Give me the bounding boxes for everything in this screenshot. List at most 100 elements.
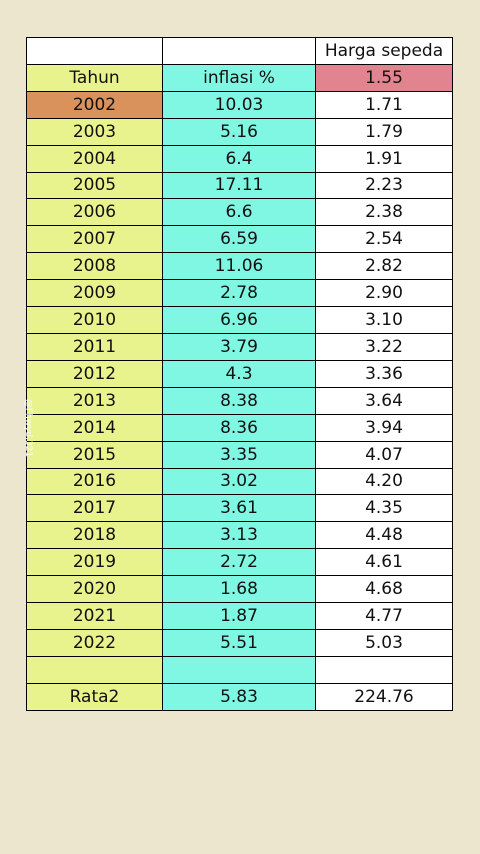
year-cell[interactable]: 2013 [26,386,163,415]
table-row: 2018 3.13 4.48 [26,521,453,550]
table-row: 2003 5.16 1.79 [26,117,453,146]
inflation-cell[interactable]: 2.72 [162,548,316,577]
empty-cell[interactable] [26,655,163,684]
year-cell[interactable]: 2004 [26,144,163,173]
inflation-cell[interactable]: 1.87 [162,602,316,630]
table-row: 2014 8.36 3.94 [26,413,453,442]
empty-cell[interactable] [162,655,316,684]
table-row: 2010 6.96 3.10 [26,306,453,334]
inflation-cell[interactable]: 8.36 [162,413,316,442]
table-row: 2005 17.11 2.23 [26,171,453,200]
inflation-cell[interactable]: 8.38 [162,386,316,415]
price-cell[interactable]: 2.90 [315,279,453,308]
year-cell[interactable]: 2002 [26,90,163,119]
price-cell[interactable]: 3.64 [315,386,453,415]
table-row: 2007 6.59 2.54 [26,225,453,254]
inflation-column-header[interactable]: inflasi % [162,63,316,92]
inflation-cell[interactable]: 4.3 [162,359,316,388]
year-cell[interactable]: 2020 [26,575,163,604]
inflation-cell[interactable]: 6.59 [162,225,316,254]
price-cell[interactable]: 4.20 [315,467,453,496]
year-cell[interactable]: 2021 [26,602,163,630]
inflation-cell[interactable]: 5.51 [162,628,316,657]
blank-row [26,655,453,684]
price-cell[interactable]: 2.54 [315,225,453,254]
inflation-cell[interactable]: 3.13 [162,521,316,550]
inflation-cell[interactable]: 6.96 [162,306,316,334]
price-cell[interactable]: 2.23 [315,171,453,200]
price-column-header[interactable]: Harga sepeda [315,37,453,65]
price-cell[interactable]: 1.71 [315,90,453,119]
year-cell[interactable]: 2008 [26,252,163,281]
table-row: 2004 6.4 1.91 [26,144,453,173]
table-row: 2008 11.06 2.82 [26,252,453,281]
year-cell[interactable]: 2022 [26,628,163,657]
price-cell[interactable]: 4.48 [315,521,453,550]
inflation-cell[interactable]: 2.78 [162,279,316,308]
summary-inflation-cell[interactable]: 5.83 [162,682,316,712]
price-cell[interactable]: 1.91 [315,144,453,173]
year-cell[interactable]: 2016 [26,467,163,496]
spreadsheet: Harga sepeda Tahun inflasi % 1.55 2002 10… [26,37,453,712]
table-row: 2011 3.79 3.22 [26,332,453,361]
inflation-cell[interactable]: 11.06 [162,252,316,281]
summary-label-cell[interactable]: Rata2 [26,682,163,712]
year-cell[interactable]: 2011 [26,332,163,361]
year-cell[interactable]: 2005 [26,171,163,200]
price-cell[interactable]: 3.36 [315,359,453,388]
summary-price-cell[interactable]: 224.76 [315,682,453,712]
table-row: 2017 3.61 4.35 [26,494,453,523]
year-cell[interactable]: 2017 [26,494,163,523]
year-cell[interactable]: 2010 [26,306,163,334]
price-cell[interactable]: 4.35 [315,494,453,523]
table-row: 2009 2.78 2.90 [26,279,453,308]
empty-cell[interactable] [26,37,163,65]
inflation-cell[interactable]: 17.11 [162,171,316,200]
price-cell[interactable]: 3.94 [315,413,453,442]
price-cell[interactable]: 2.82 [315,252,453,281]
table-row: 2013 8.38 3.64 [26,386,453,415]
price-cell[interactable]: 4.07 [315,440,453,469]
table-row: 2016 3.02 4.20 [26,467,453,496]
price-cell[interactable]: 2.38 [315,198,453,227]
price-cell[interactable]: 4.68 [315,575,453,604]
inflation-cell[interactable]: 1.68 [162,575,316,604]
year-cell[interactable]: 2018 [26,521,163,550]
summary-row: Rata2 5.83 224.76 [26,682,453,712]
year-cell[interactable]: 2019 [26,548,163,577]
price-cell[interactable]: 1.79 [315,117,453,146]
year-cell[interactable]: 2015 [26,440,163,469]
inflation-cell[interactable]: 3.79 [162,332,316,361]
column-header-row: Tahun inflasi % 1.55 [26,63,453,92]
table-row: 2006 6.6 2.38 [26,198,453,227]
table-row: 2012 4.3 3.36 [26,359,453,388]
year-cell[interactable]: 2012 [26,359,163,388]
price-cell[interactable]: 4.77 [315,602,453,630]
table-row: 2020 1.68 4.68 [26,575,453,604]
year-cell[interactable]: 2003 [26,117,163,146]
price-cell[interactable]: 3.10 [315,306,453,334]
price-cell[interactable]: 4.61 [315,548,453,577]
top-header-row: Harga sepeda [26,37,453,65]
year-column-header[interactable]: Tahun [26,63,163,92]
year-cell[interactable]: 2006 [26,198,163,227]
price-cell[interactable]: 3.22 [315,332,453,361]
empty-cell[interactable] [315,655,453,684]
table-row: 2021 1.87 4.77 [26,602,453,630]
base-price-cell[interactable]: 1.55 [315,63,453,92]
year-cell[interactable]: 2009 [26,279,163,308]
year-cell[interactable]: 2014 [26,413,163,442]
price-cell[interactable]: 5.03 [315,628,453,657]
watermark: @Fhwyd.321 [22,388,34,468]
inflation-cell[interactable]: 6.4 [162,144,316,173]
inflation-cell[interactable]: 6.6 [162,198,316,227]
table-row: 2019 2.72 4.61 [26,548,453,577]
empty-cell[interactable] [162,37,316,65]
inflation-cell[interactable]: 3.61 [162,494,316,523]
inflation-cell[interactable]: 5.16 [162,117,316,146]
watermark-text: @Fhwyd.321 [23,398,34,458]
inflation-cell[interactable]: 3.02 [162,467,316,496]
year-cell[interactable]: 2007 [26,225,163,254]
inflation-cell[interactable]: 10.03 [162,90,316,119]
inflation-cell[interactable]: 3.35 [162,440,316,469]
